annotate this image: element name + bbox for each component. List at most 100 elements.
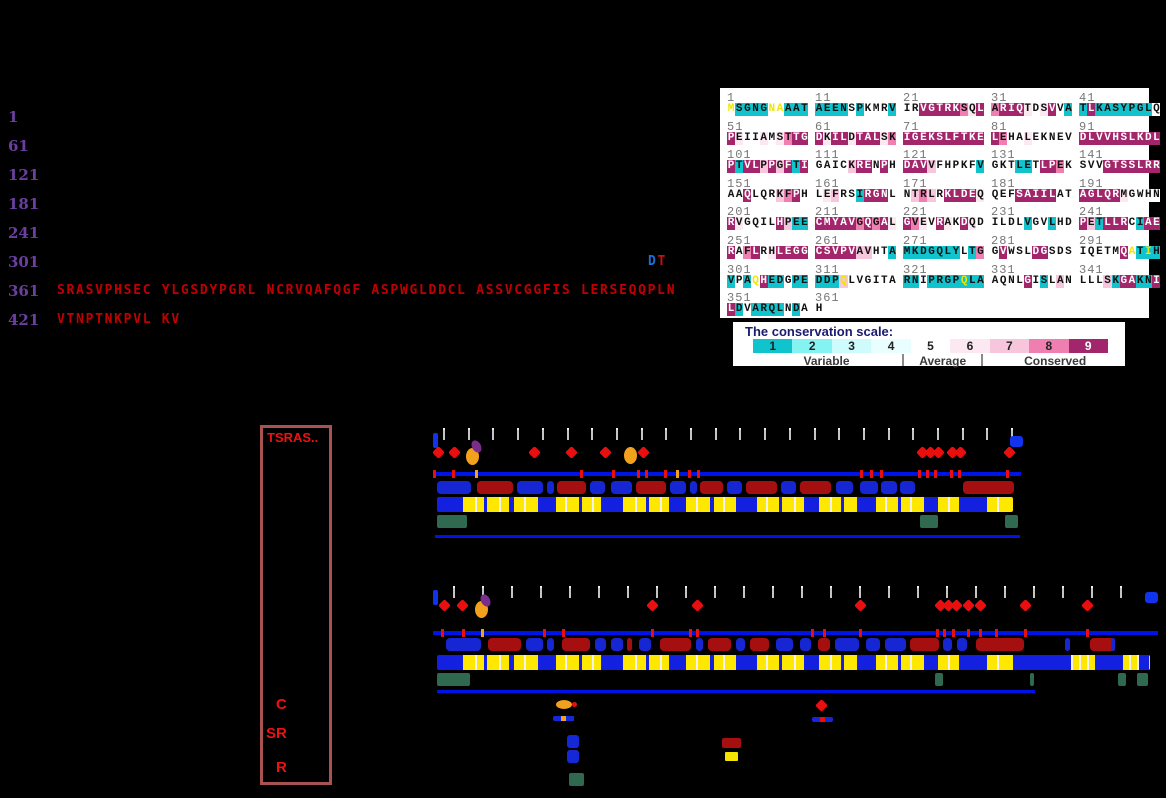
alignment-residue-cell: A	[1015, 131, 1024, 145]
scale-level-cell: 8	[1029, 339, 1069, 353]
alignment-position-number: 181	[991, 176, 1016, 191]
alignment-residue-cell: H	[759, 274, 768, 288]
alignment-residue-cell: L	[991, 131, 1000, 145]
alignment-residue-cell: S	[960, 103, 969, 116]
alignment-residue-cell: V	[976, 160, 985, 174]
r-row-green-box	[569, 773, 584, 786]
scale-group-conserved: Conserved	[1024, 354, 1087, 368]
alignment-residue-cell: R	[880, 103, 889, 116]
alignment-residue-cell: D	[960, 188, 969, 202]
variant-tick	[1006, 470, 1009, 478]
ruler-tick	[640, 428, 643, 440]
alignment-residue-cell: Q	[1087, 246, 1096, 259]
structure-segment	[832, 655, 841, 670]
alignment-residue-cell: E	[968, 188, 977, 202]
variant-marker-diamond	[438, 599, 451, 612]
alignment-residue-cell: T	[792, 160, 801, 174]
structure-segment	[987, 497, 997, 512]
alignment-residue-cell: K	[823, 131, 832, 145]
alignment-residue-cell: L	[943, 246, 952, 259]
alignment-position-number: 331	[991, 262, 1016, 277]
alignment-residue-cell: T	[935, 103, 944, 116]
variant-marker-diamond	[565, 446, 578, 459]
highlighted-residue: D	[648, 254, 656, 269]
alignment-residue-cell: T	[1111, 160, 1120, 174]
alignment-residue-cell: L	[1095, 188, 1104, 202]
alignment-residue-cell: L	[1048, 188, 1057, 202]
ruler-tick	[627, 586, 629, 598]
alignment-residue-cell: E	[735, 131, 744, 145]
variant-marker-diamond	[1081, 599, 1094, 612]
alignment-residue-cell: E	[823, 103, 832, 116]
structure-segment	[649, 497, 660, 512]
alignment-residue-cell: L	[888, 217, 897, 231]
alignment-residue-cell: I	[1144, 246, 1153, 259]
alignment-residue-cell: I	[991, 217, 1000, 231]
variant-tick	[688, 470, 691, 478]
structure-segment	[910, 655, 912, 670]
structure-segment	[999, 655, 1013, 670]
structure-segment	[898, 655, 901, 670]
alignment-residue-cell: K	[1136, 274, 1145, 288]
alignment-position-number: 291	[1079, 234, 1104, 248]
alignment-residue-cell: R	[727, 246, 736, 259]
alignment-residue-cell: D	[903, 160, 912, 174]
alignment-residue-cell: Q	[839, 274, 848, 288]
structure-segment	[1095, 655, 1123, 670]
alignment-residue-cell: L	[1103, 217, 1112, 231]
domain-box-blue	[860, 481, 878, 494]
alignment-position-number: 191	[1079, 176, 1104, 191]
scale-level-cell: 3	[831, 339, 872, 353]
structure-segment	[912, 497, 924, 512]
ruler-tick	[788, 428, 791, 440]
alignment-residue-cell: A	[735, 188, 744, 202]
alignment-residue-cell: T	[1095, 217, 1104, 231]
alignment-residue-cell: Q	[968, 217, 977, 231]
alignment-residue-cell: S	[1015, 188, 1024, 202]
motif-box-green	[1118, 673, 1126, 686]
alignment-residue-cell: H	[800, 188, 809, 202]
alignment-residue-cell: L	[775, 246, 785, 259]
structure-segment	[736, 655, 757, 670]
alignment-residue-cell: D	[1007, 217, 1016, 231]
alignment-residue-cell: T	[1007, 160, 1016, 174]
alignment-residue-cell: A	[880, 217, 889, 231]
alignment-residue-cell: F	[784, 188, 793, 202]
alignment-residue-cell: H	[815, 303, 824, 317]
structure-segment	[484, 655, 487, 670]
variant-tick	[1086, 629, 1089, 637]
structure-segment	[579, 497, 582, 512]
alignment-residue-cell: R	[759, 246, 768, 259]
alignment-position-number: 351	[727, 291, 752, 306]
alignment-residue-cell: D	[1079, 131, 1088, 145]
alignment-residue-cell: K	[888, 131, 897, 145]
alignment-residue-cell: K	[951, 103, 961, 116]
alignment-position-number: 231	[991, 205, 1016, 220]
alignment-residue-cell: F	[935, 160, 944, 174]
alignment-residue-cell: V	[831, 246, 840, 259]
alignment-residue-cell: R	[935, 188, 944, 202]
alignment-residue-cell: G	[792, 246, 801, 259]
scale-group-variable: Variable	[803, 354, 850, 368]
variant-tick	[926, 470, 929, 478]
alignment-residue-cell: D	[1056, 246, 1065, 259]
domain-box-blue	[446, 638, 481, 651]
ruler-tick	[1062, 586, 1064, 598]
scale-level-cell: 5	[910, 339, 951, 353]
alignment-residue-cell: A	[863, 131, 873, 145]
alignment-residue-cell: W	[1007, 246, 1016, 259]
structure-segment	[950, 497, 959, 512]
structure-segment	[524, 497, 526, 512]
domain-box-red	[562, 638, 590, 651]
alignment-residue-cell: Q	[999, 274, 1008, 288]
variant-tick	[651, 629, 654, 637]
structure-segment	[710, 497, 714, 512]
alignment-position-number: 101	[727, 148, 752, 163]
alignment-residue-cell: E	[784, 246, 793, 259]
domain-box-blue	[696, 638, 703, 651]
alignment-residue-cell: T	[1103, 246, 1112, 259]
structure-segment	[623, 497, 635, 512]
domain-box-blue	[781, 481, 796, 494]
structure-segment	[987, 655, 997, 670]
variant-marker-diamond	[854, 599, 867, 612]
